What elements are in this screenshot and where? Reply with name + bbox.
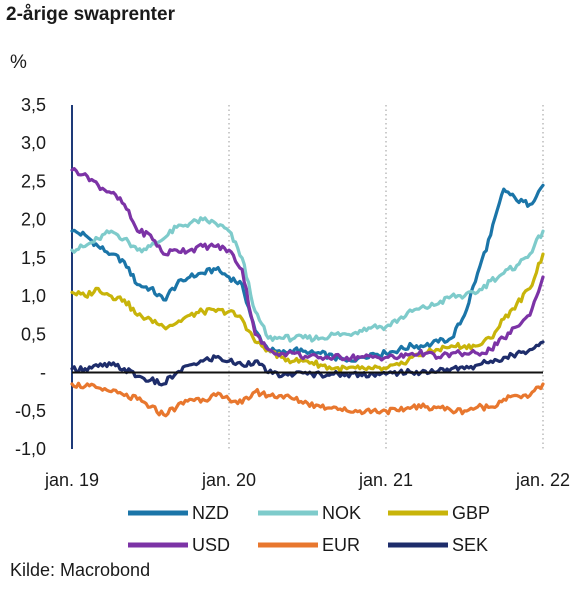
legend-label-sek: SEK (452, 535, 488, 555)
series-line-gbp (70, 252, 545, 374)
series-line-nzd (70, 183, 545, 363)
y-tick-label: 2,5 (21, 171, 46, 191)
legend-label-nok: NOK (322, 503, 361, 523)
legend-label-gbp: GBP (452, 503, 490, 523)
y-tick-label: 1,0 (21, 286, 46, 306)
y-tick-label: 2,0 (21, 210, 46, 230)
legend-label-eur: EUR (322, 535, 360, 555)
y-tick-label: 3,5 (21, 95, 46, 115)
y-tick-label: - (40, 363, 46, 383)
y-tick-label: 0,5 (21, 324, 46, 344)
series-line-eur (70, 381, 545, 418)
series-line-sek (70, 340, 545, 387)
source-note: Kilde: Macrobond (10, 560, 151, 580)
y-axis-unit-label: % (10, 52, 27, 73)
x-tick-label: jan. 21 (358, 470, 413, 490)
y-tick-label: -0,5 (15, 401, 46, 421)
y-tick-label: 1,5 (21, 248, 46, 268)
y-tick-label: -1,0 (15, 439, 46, 459)
x-tick-label: jan. 22 (515, 470, 570, 490)
legend-label-nzd: NZD (192, 503, 229, 523)
x-tick-label: jan. 19 (44, 470, 99, 490)
series-line-usd (70, 167, 545, 362)
series-line-nok (70, 216, 545, 343)
y-tick-label: 3,0 (21, 133, 46, 153)
x-tick-label: jan. 20 (201, 470, 256, 490)
legend-label-usd: USD (192, 535, 230, 555)
chart-title: 2-årige swaprenter (6, 4, 175, 25)
